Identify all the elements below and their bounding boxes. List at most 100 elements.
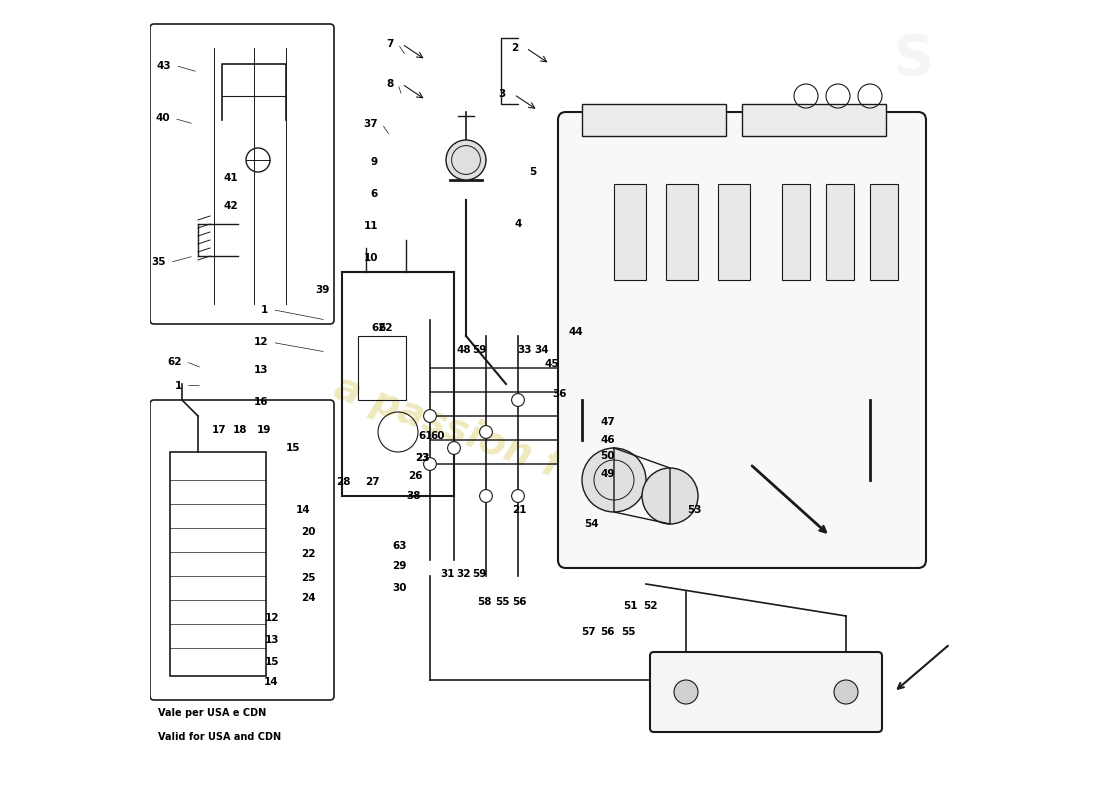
Text: 47: 47	[601, 418, 615, 427]
Bar	[782, 184, 810, 280]
FancyBboxPatch shape	[150, 24, 334, 324]
FancyBboxPatch shape	[558, 112, 926, 568]
Circle shape	[642, 468, 698, 524]
Text: 44: 44	[569, 327, 583, 337]
Text: 53: 53	[686, 506, 702, 515]
Text: 51: 51	[623, 602, 637, 611]
Text: 60: 60	[431, 431, 446, 441]
FancyBboxPatch shape	[650, 652, 882, 732]
Bar	[614, 184, 646, 280]
Text: 12: 12	[254, 338, 268, 347]
Text: 10: 10	[363, 253, 378, 262]
Text: 13: 13	[264, 635, 279, 645]
Text: 63: 63	[393, 541, 407, 550]
Bar	[870, 184, 898, 280]
Text: 62: 62	[378, 323, 394, 333]
Text: 33: 33	[517, 346, 531, 355]
Text: 26: 26	[408, 471, 422, 481]
Text: 5: 5	[529, 167, 536, 177]
Circle shape	[512, 490, 525, 502]
Text: S: S	[894, 32, 934, 86]
Text: 7: 7	[386, 39, 394, 49]
Text: 41: 41	[223, 173, 238, 182]
Text: 27: 27	[365, 477, 380, 486]
Text: 15: 15	[264, 658, 279, 667]
Text: 24: 24	[301, 594, 316, 603]
Text: 14: 14	[264, 677, 279, 686]
Text: 15: 15	[286, 443, 300, 453]
Text: 9: 9	[371, 157, 378, 166]
Text: 20: 20	[301, 527, 316, 537]
Text: 40: 40	[155, 114, 170, 123]
Text: 3: 3	[498, 90, 506, 99]
Text: 52: 52	[642, 602, 658, 611]
Text: 43: 43	[157, 61, 172, 70]
Text: a passion for parts...: a passion for parts...	[329, 368, 771, 560]
Text: 17: 17	[211, 426, 226, 435]
Text: 62: 62	[372, 323, 386, 333]
Text: 37: 37	[363, 119, 378, 129]
Text: 14: 14	[296, 506, 311, 515]
Bar	[666, 184, 698, 280]
Text: 18: 18	[233, 426, 248, 435]
Text: 1: 1	[175, 381, 182, 390]
Text: 57: 57	[581, 627, 596, 637]
Text: 22: 22	[301, 549, 316, 558]
Text: 62: 62	[167, 357, 182, 366]
Circle shape	[582, 448, 646, 512]
Bar	[582, 104, 726, 136]
Text: 11: 11	[363, 221, 378, 230]
Text: 25: 25	[301, 573, 316, 582]
Circle shape	[480, 426, 493, 438]
Text: 12: 12	[264, 613, 279, 622]
Text: 28: 28	[337, 477, 351, 486]
Text: 23: 23	[415, 453, 429, 462]
Text: 50: 50	[601, 451, 615, 461]
Circle shape	[448, 442, 461, 454]
Text: 23: 23	[415, 453, 429, 462]
Text: 19: 19	[257, 426, 272, 435]
Text: 55: 55	[621, 627, 636, 637]
Text: 36: 36	[552, 389, 567, 398]
Text: 4: 4	[515, 219, 521, 229]
Text: 42: 42	[223, 202, 238, 211]
Circle shape	[834, 680, 858, 704]
Text: 55: 55	[495, 597, 509, 606]
Text: Valid for USA and CDN: Valid for USA and CDN	[158, 732, 282, 742]
FancyBboxPatch shape	[150, 400, 334, 700]
Bar	[718, 184, 750, 280]
Circle shape	[424, 410, 437, 422]
Text: 48: 48	[456, 346, 471, 355]
Text: 58: 58	[477, 597, 492, 606]
Text: 8: 8	[387, 79, 394, 89]
Text: 32: 32	[456, 570, 471, 579]
Text: 16: 16	[254, 397, 268, 406]
Text: 56: 56	[513, 597, 527, 606]
Text: 38: 38	[407, 491, 421, 501]
Text: 13: 13	[254, 365, 268, 374]
Text: 56: 56	[601, 627, 615, 637]
Circle shape	[480, 490, 493, 502]
Text: 21: 21	[513, 506, 527, 515]
Text: 45: 45	[544, 359, 559, 369]
Text: 1: 1	[261, 305, 268, 314]
Text: 2: 2	[510, 43, 518, 53]
Bar	[826, 184, 854, 280]
Bar	[358, 336, 406, 400]
Text: Vale per USA e CDN: Vale per USA e CDN	[158, 708, 266, 718]
Bar	[166, 468, 174, 660]
Text: 59: 59	[472, 346, 487, 355]
Text: 34: 34	[535, 346, 549, 355]
Text: 29: 29	[393, 562, 407, 571]
Text: 6: 6	[371, 189, 378, 198]
Circle shape	[674, 680, 698, 704]
Text: 31: 31	[440, 570, 455, 579]
Text: 46: 46	[601, 435, 615, 445]
Circle shape	[446, 140, 486, 180]
Text: 61: 61	[418, 431, 432, 441]
Text: 30: 30	[393, 583, 407, 593]
Circle shape	[512, 394, 525, 406]
Bar	[742, 104, 886, 136]
Circle shape	[424, 458, 437, 470]
Text: 39: 39	[316, 285, 330, 294]
